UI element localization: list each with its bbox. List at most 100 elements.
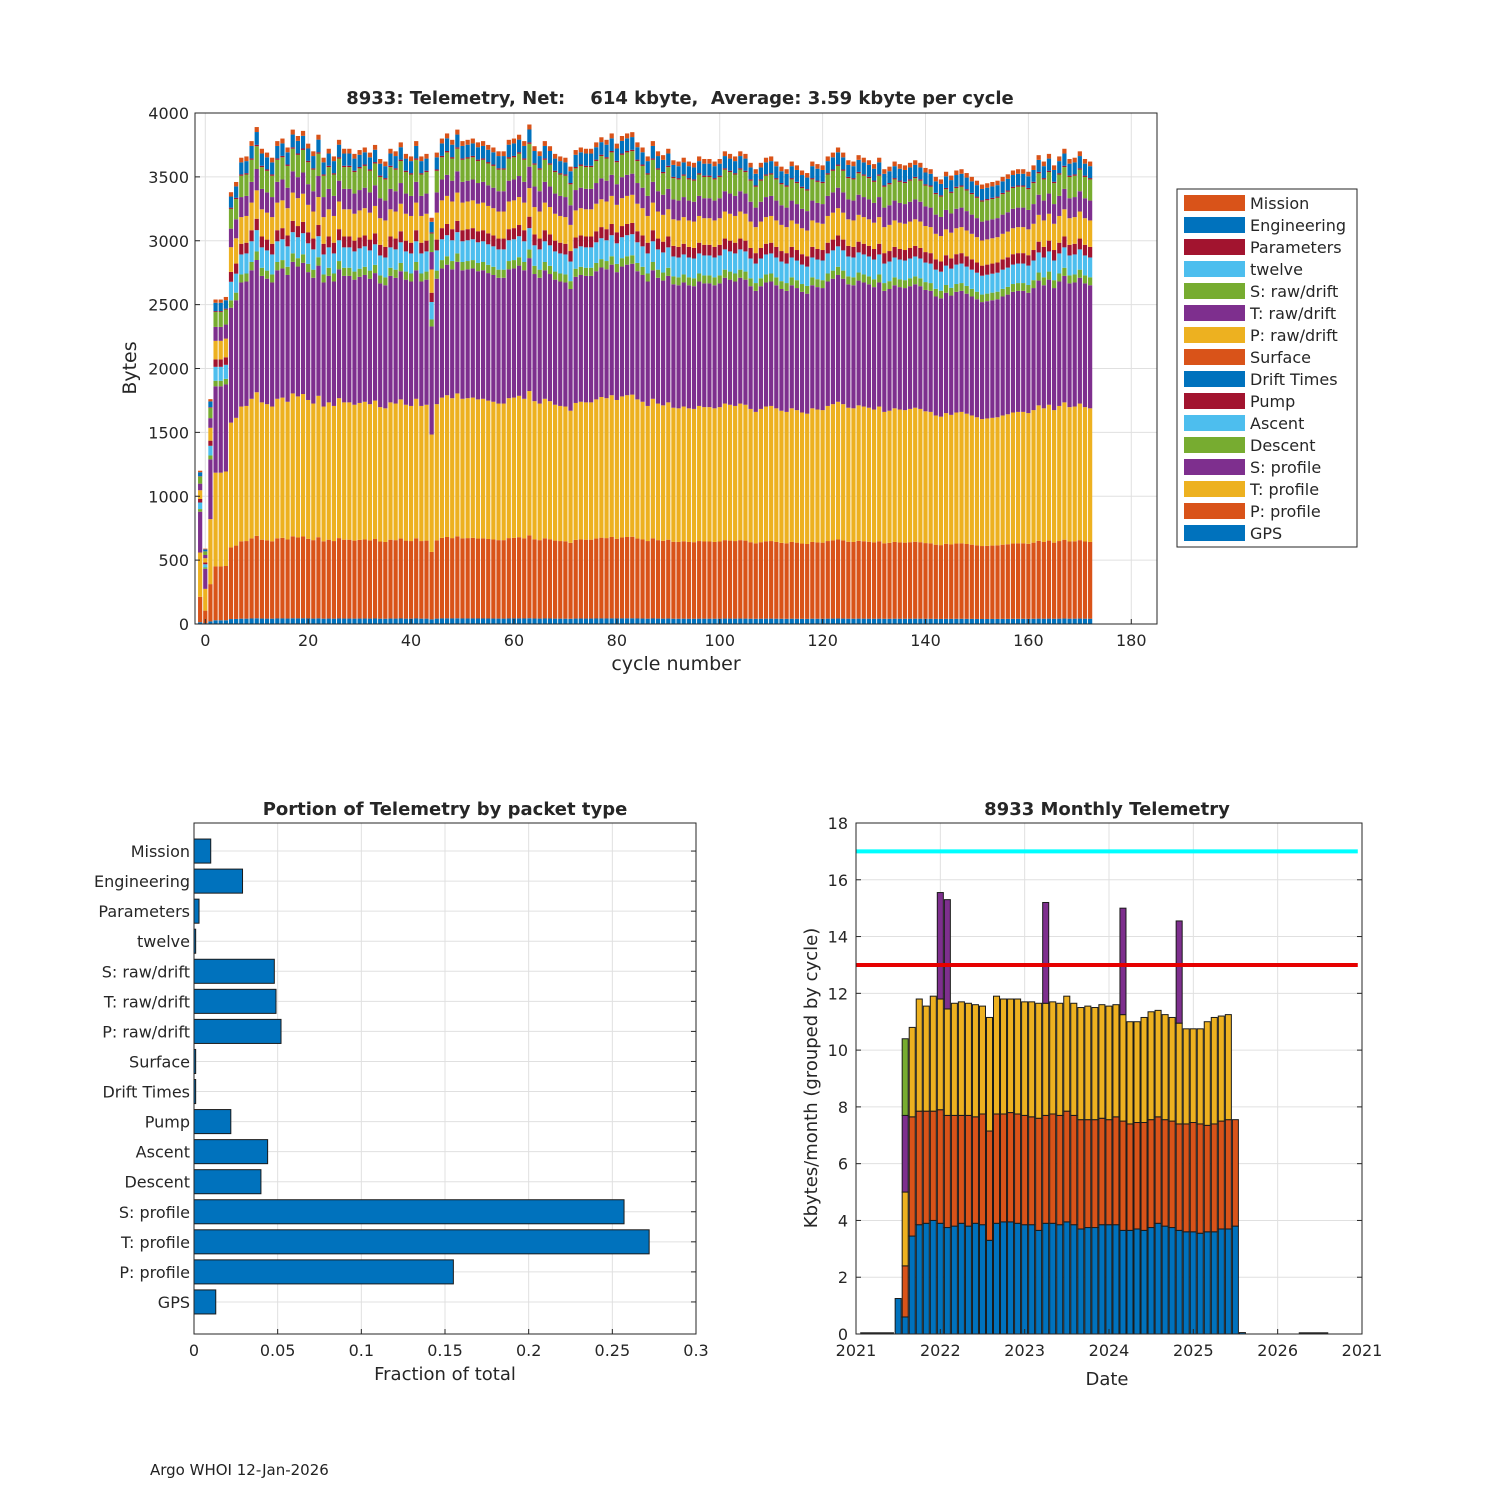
c1-bar-segment: [892, 618, 897, 624]
c1-bar-segment: [558, 174, 563, 196]
c1-bar-segment: [846, 256, 851, 277]
c1-bar-segment: [568, 281, 573, 290]
c1-bar-segment: [681, 217, 686, 244]
c3-xtick-label: 2023: [1004, 1341, 1045, 1360]
c1-bar-segment: [897, 542, 902, 619]
c1-bar-segment: [1088, 246, 1093, 258]
c1-bar-segment: [491, 401, 496, 540]
c1-bar-segment: [733, 253, 738, 274]
c1-bar-segment: [784, 186, 789, 208]
c1-bar-segment: [506, 139, 511, 145]
c1-bar-segment: [439, 143, 445, 156]
c1-bar-segment: [846, 407, 851, 542]
c1-bar-segment: [295, 537, 300, 619]
c1-legend-label: Descent: [1250, 436, 1316, 455]
c1-bar-segment: [578, 274, 583, 402]
c1-bar-segment: [290, 220, 295, 233]
c1-bar-segment: [223, 471, 228, 566]
c1-bar-segment: [877, 541, 882, 619]
c1-bar-segment: [722, 151, 727, 157]
c1-bar-segment: [789, 541, 794, 619]
c1-bar-segment: [671, 160, 676, 165]
c1-bar-segment: [949, 258, 954, 269]
c1-bar-segment: [501, 540, 506, 619]
c1-bar-segment: [892, 285, 897, 409]
c1-bar-segment: [1041, 257, 1046, 278]
c1-bar-segment: [568, 171, 573, 184]
c1-bar-segment: [1057, 281, 1062, 406]
c1-bar-segment: [964, 618, 969, 624]
c1-bar-segment: [460, 262, 465, 271]
c1-bar-segment: [470, 239, 475, 261]
c1-bar-segment: [846, 284, 851, 408]
c1-bar-segment: [630, 234, 635, 256]
c1-bar-segment: [316, 537, 321, 619]
c1-bar-segment: [213, 366, 218, 381]
c1-bar-segment: [630, 222, 635, 235]
c1-bar-segment: [763, 406, 769, 542]
c1-bar-segment: [527, 249, 532, 259]
c1-bar-segment: [902, 288, 908, 411]
c1-bar-segment: [1088, 285, 1093, 409]
c1-bar-segment: [285, 618, 290, 624]
c1-bar-segment: [856, 155, 861, 160]
c1-bar-segment: [923, 172, 928, 185]
c1-bar-segment: [974, 185, 980, 197]
c1-bar-segment: [763, 274, 769, 283]
c1-bar-segment: [383, 285, 388, 409]
c1-bar-segment: [666, 153, 671, 166]
c3-xtick-label: 2021: [1342, 1341, 1383, 1360]
c1-bar-segment: [280, 157, 285, 180]
c1-bar-segment: [1057, 541, 1062, 619]
c1-bar-segment: [480, 398, 486, 539]
c1-bar-segment: [985, 183, 990, 188]
c3-bar-segment: [1154, 1116, 1162, 1224]
c1-bar-segment: [661, 272, 666, 281]
c1-bar-segment: [388, 148, 393, 154]
c1-bar-segment: [336, 180, 342, 202]
c1-bar-segment: [475, 262, 481, 272]
c1-bar-segment: [779, 224, 784, 252]
c1-bar-segment: [398, 147, 403, 160]
c3-ytick-label: 2: [838, 1268, 848, 1287]
c1-bar-segment: [1067, 541, 1072, 619]
c1-bar-segment: [753, 263, 758, 284]
c1-bar-segment: [259, 402, 264, 540]
c1-bar-segment: [239, 406, 244, 542]
c1-bar-segment: [820, 280, 825, 289]
c1-bar-segment: [902, 165, 908, 170]
c1-bar-segment: [234, 219, 239, 239]
c1-bar-segment: [414, 230, 419, 242]
c3-bar-segment: [1196, 1123, 1204, 1234]
c1-bar-segment: [990, 263, 995, 274]
c1-bar-segment: [995, 262, 1000, 273]
c1-bar-segment: [393, 540, 398, 619]
c1-bar-segment: [969, 296, 974, 416]
c1-bar-segment: [1052, 618, 1057, 624]
c1-bar-segment: [280, 239, 285, 261]
c2-category-label: Ascent: [136, 1143, 190, 1162]
c3-bar-segment: [1035, 1117, 1043, 1231]
c1-bar-segment: [810, 257, 815, 278]
c1-bar-segment: [491, 618, 496, 624]
c1-bar-segment: [352, 158, 357, 171]
c1-bar-segment: [856, 214, 861, 242]
c1-bar-segment: [974, 291, 980, 300]
c3-bar-segment: [978, 1224, 986, 1335]
c1-bar-segment: [306, 243, 311, 264]
c3-bar-segment: [1161, 1014, 1169, 1121]
c1-bar-segment: [254, 535, 259, 619]
c1-bar-segment: [1077, 156, 1082, 169]
c1-bar-segment: [995, 237, 1000, 263]
c1-bar-segment: [943, 292, 949, 414]
c1-bar-segment: [1067, 407, 1072, 542]
c1-bar-segment: [429, 619, 434, 624]
c1-bar-segment: [342, 148, 347, 154]
c1-bar-segment: [357, 248, 362, 269]
c1-bar-segment: [655, 403, 661, 541]
c1-bar-segment: [228, 208, 234, 229]
c1-bar-segment: [295, 618, 300, 624]
c2-bar: [193, 838, 212, 864]
c1-bar-segment: [316, 236, 321, 258]
c1-bar-segment: [702, 158, 707, 164]
